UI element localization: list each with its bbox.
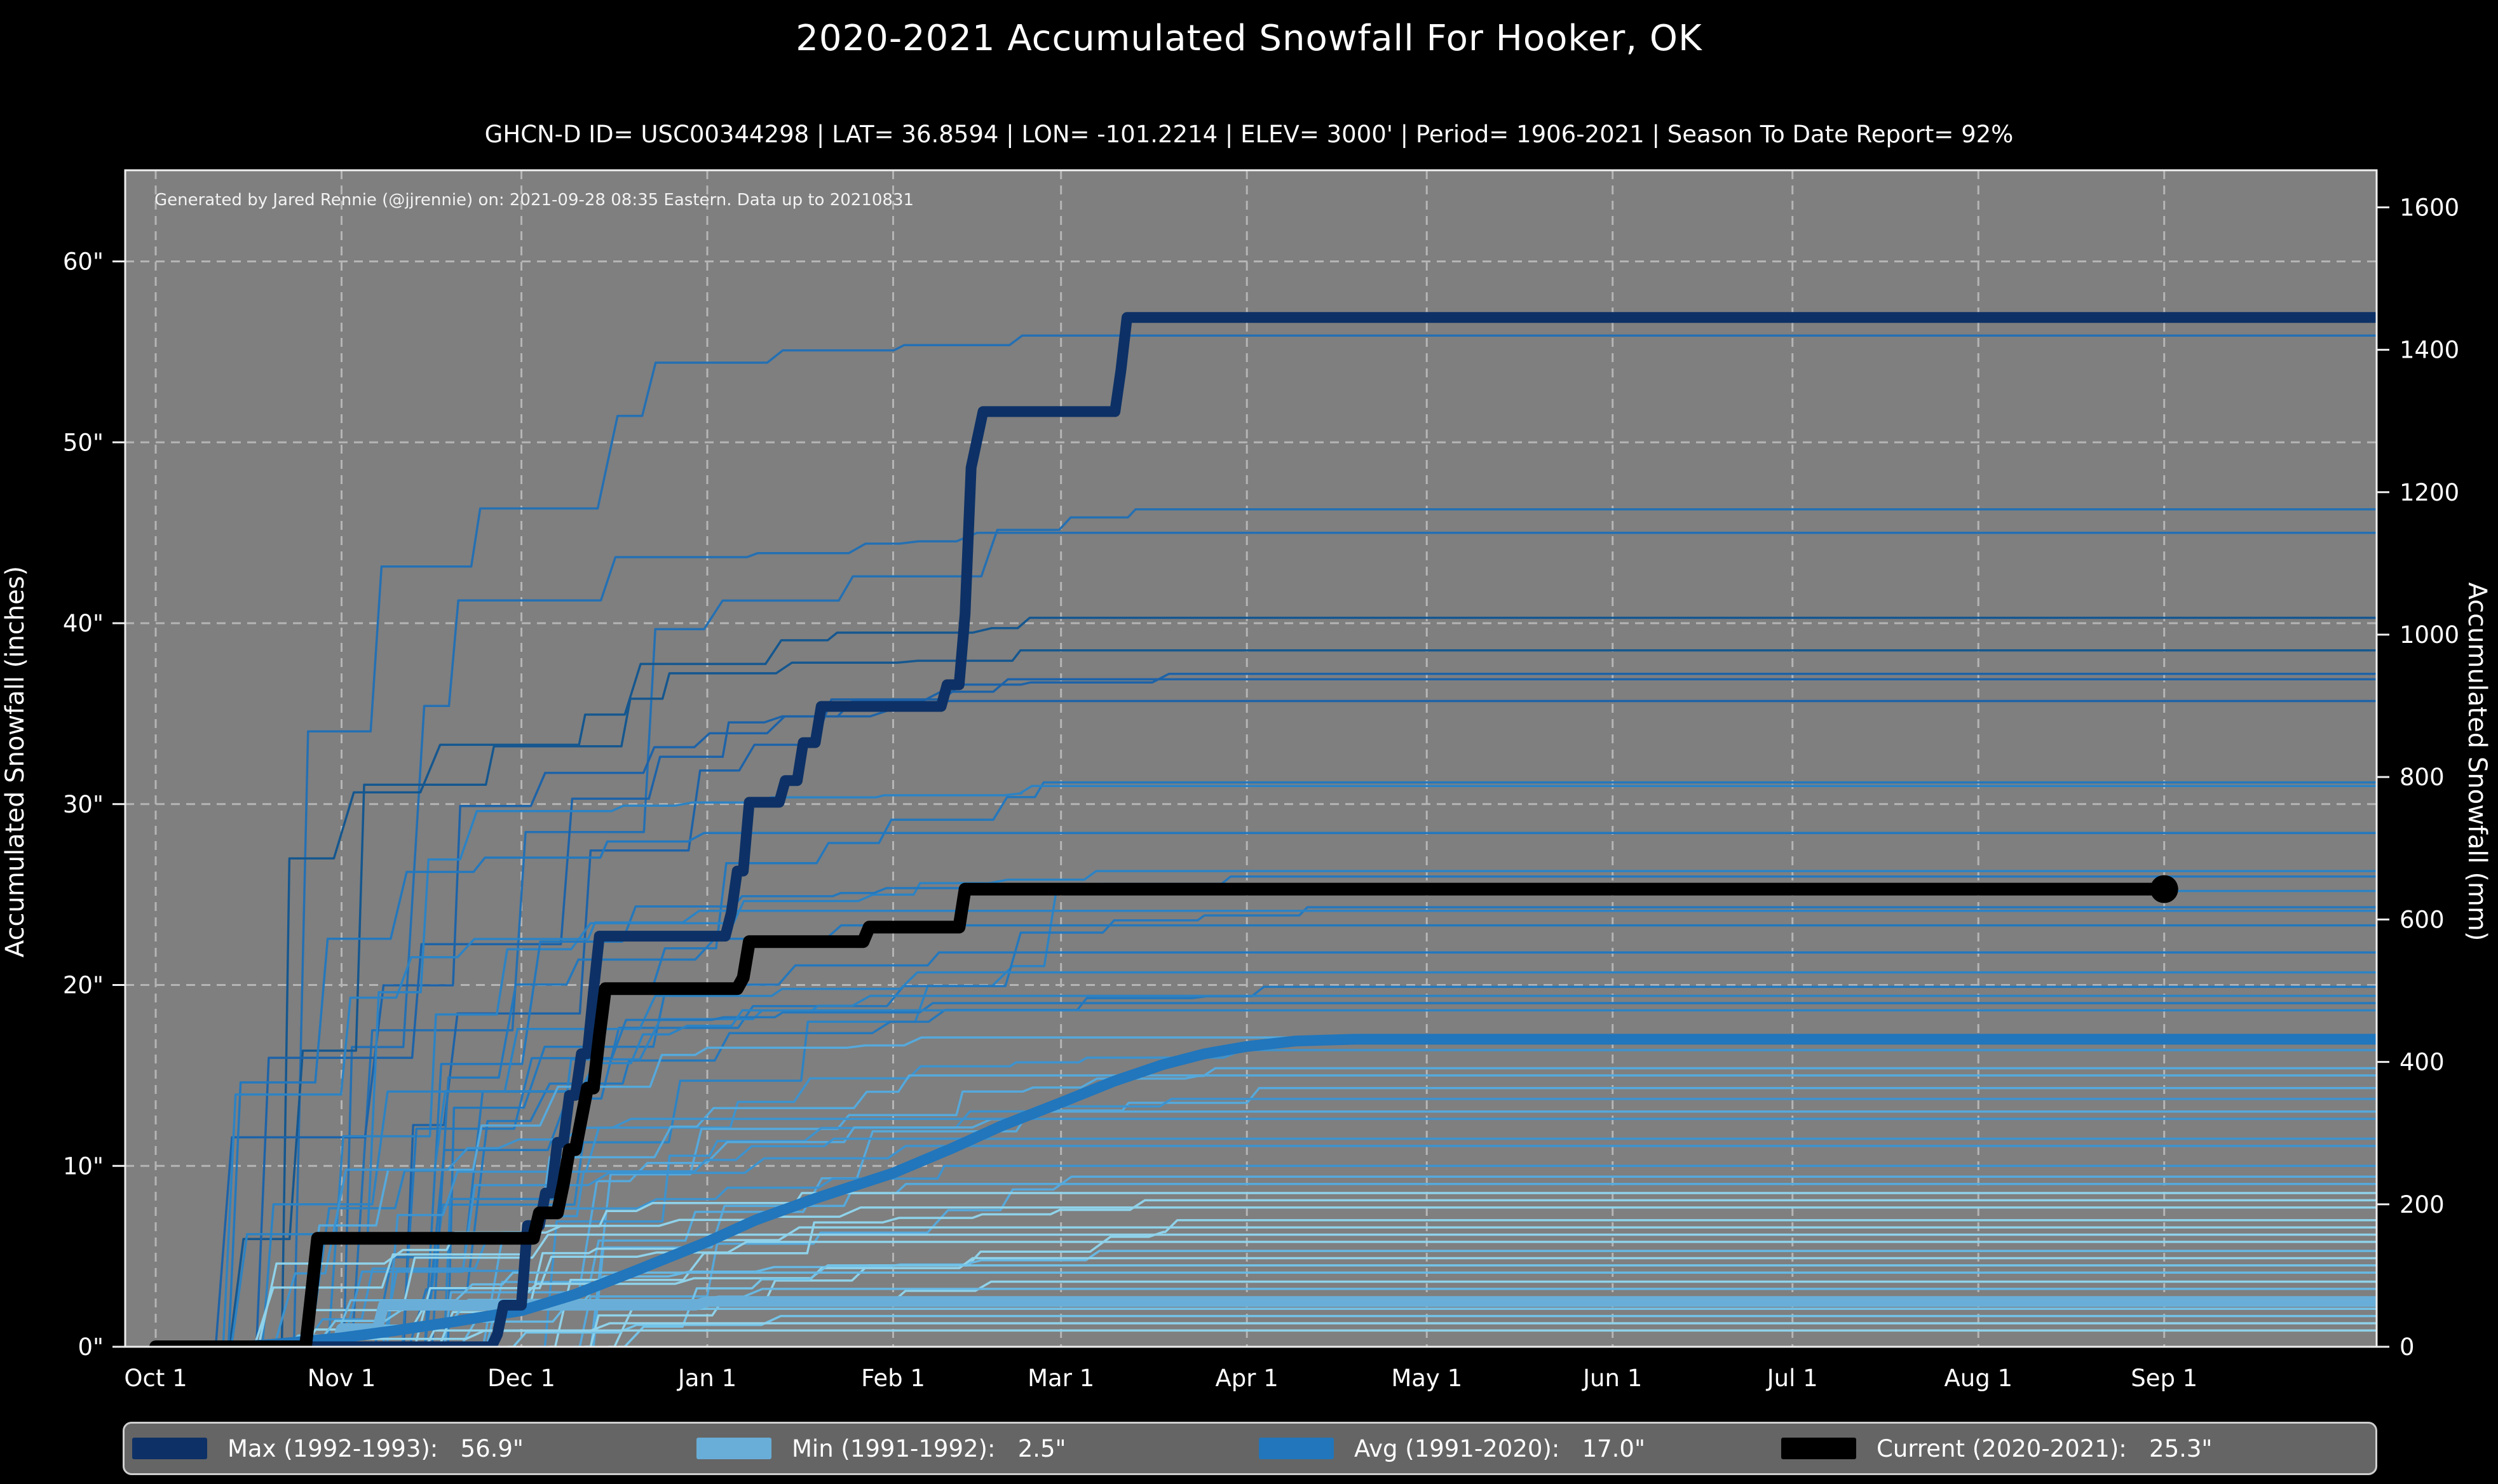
legend-swatch-max [132, 1438, 207, 1459]
season-line [322, 870, 2377, 1347]
season-line [549, 1199, 2377, 1347]
season-line [252, 1192, 2377, 1347]
y-left-tick-label: 60" [63, 248, 104, 276]
season-line [574, 1175, 2377, 1347]
x-tick-label: Nov 1 [308, 1365, 376, 1392]
x-tick-label: May 1 [1391, 1365, 1462, 1392]
season-line [337, 531, 2377, 1347]
legend-item-min: Min (1991-1992): 2.5" [696, 1424, 1066, 1473]
legend-label-avg: Avg (1991-2020): 17.0" [1354, 1434, 1645, 1462]
watermark-text: Generated by Jared Rennie (@jjrennie) on… [154, 191, 914, 210]
plot-border [124, 169, 2378, 1348]
season-line [217, 910, 2377, 1347]
x-tick-label: Mar 1 [1028, 1365, 1094, 1392]
y-left-tick-label: 50" [63, 429, 104, 456]
season-line [297, 1164, 2377, 1347]
y-right-tick-label: 1400 [2400, 337, 2459, 364]
legend-label-min: Min (1991-1992): 2.5" [792, 1434, 1066, 1462]
y-left-tick-label: 10" [63, 1152, 104, 1180]
season-line [276, 616, 2377, 1347]
season-line [222, 832, 2377, 1347]
y-right-tick-label: 1200 [2400, 479, 2459, 506]
x-tick-label: Apr 1 [1216, 1365, 1279, 1392]
season-line [225, 785, 2377, 1347]
season-line [381, 1049, 2377, 1347]
series-line-avg [234, 1034, 2377, 1347]
legend-item-max: Max (1992-1993): 56.9" [132, 1424, 524, 1473]
x-tick-label: Dec 1 [487, 1365, 555, 1392]
season-line [403, 985, 2377, 1347]
legend: Max (1992-1993): 56.9" Min (1991-1992): 2… [123, 1422, 2377, 1475]
season-line [336, 1145, 2377, 1347]
legend-label-max: Max (1992-1993): 56.9" [227, 1434, 524, 1462]
x-tick-label: Jul 1 [1766, 1365, 1818, 1392]
season-line [507, 1314, 2377, 1347]
season-line [209, 678, 2377, 1347]
season-line [442, 951, 2377, 1347]
y-right-tick-label: 800 [2400, 764, 2445, 791]
x-tick-label: Oct 1 [124, 1365, 187, 1392]
season-line [397, 1002, 2377, 1347]
series-line-current [149, 882, 2171, 1347]
y-left-tick-label: 30" [63, 791, 104, 818]
legend-swatch-current [1781, 1438, 1856, 1459]
x-tick-label: Jan 1 [677, 1365, 737, 1392]
x-tick-label: Jun 1 [1582, 1365, 1642, 1392]
x-tick-label: Aug 1 [1944, 1365, 2013, 1392]
y-right-tick-label: 200 [2400, 1191, 2445, 1218]
y-left-tick-label: 40" [63, 610, 104, 637]
x-tick-label: Feb 1 [861, 1365, 925, 1392]
season-line [539, 1098, 2377, 1347]
season-line [409, 1241, 2377, 1347]
legend-item-avg: Avg (1991-2020): 17.0" [1259, 1424, 1645, 1473]
y-right-tick-label: 1000 [2400, 621, 2459, 649]
season-line [256, 971, 2377, 1347]
main-series [149, 312, 2377, 1347]
chart-title: 2020-2021 Accumulated Snowfall For Hooke… [796, 18, 1702, 59]
y-right-tick-label: 1600 [2400, 194, 2459, 221]
legend-label-current: Current (2020-2021): 25.3" [1877, 1434, 2213, 1462]
season-line [268, 1117, 2377, 1347]
legend-swatch-avg [1259, 1438, 1334, 1459]
x-tick-label: Sep 1 [2131, 1365, 2197, 1392]
season-line [346, 508, 2377, 1347]
legend-swatch-min [696, 1438, 771, 1459]
season-line [304, 1009, 2377, 1347]
legend-item-current: Current (2020-2021): 25.3" [1781, 1424, 2212, 1473]
y-right-tick-label: 400 [2400, 1049, 2445, 1076]
season-line [296, 1036, 2377, 1347]
season-line [248, 1206, 2377, 1347]
season-line [418, 889, 2377, 1347]
current-series-end-dot [2150, 875, 2178, 903]
y-left-tick-label: 0" [78, 1333, 104, 1361]
chart-subtitle: GHCN-D ID= USC00344298 | LAT= 36.8594 | … [484, 121, 2014, 148]
season-line [288, 334, 2377, 1347]
y-right-tick-label: 0 [2400, 1333, 2415, 1361]
y-left-tick-label: 20" [63, 972, 104, 999]
season-line [223, 649, 2377, 1347]
axis-ticks: 0" 10" 20" 30" 40" 50" 60" 0 200 400 600 800 1000 120… [63, 194, 2459, 1392]
y-right-tick-label: 600 [2400, 906, 2445, 933]
